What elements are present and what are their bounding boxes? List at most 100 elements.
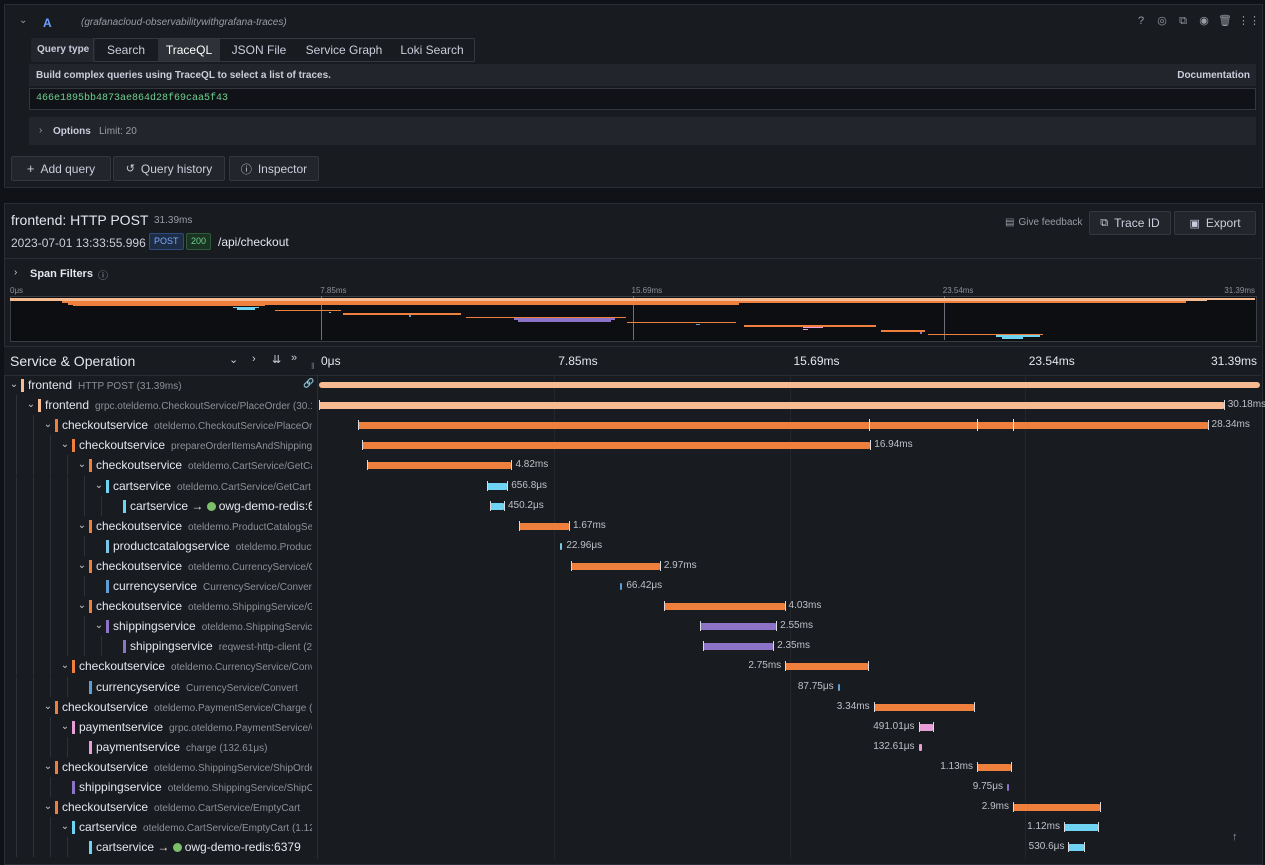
give-feedback-link[interactable]: ▤ Give feedback [1005, 217, 1082, 228]
expand-chevron-icon[interactable]: ⌄ [77, 519, 87, 531]
span-bar[interactable] [873, 703, 974, 711]
options-chevron-icon[interactable]: › [39, 125, 43, 136]
expand-chevron-icon[interactable]: ⌄ [94, 620, 104, 632]
span-row[interactable]: ⌄ checkoutservice oteldemo.ShippingService… [0, 596, 1265, 617]
span-bar[interactable] [918, 723, 934, 731]
span-filters-info-icon[interactable]: ⓘ [98, 271, 108, 282]
span-bar[interactable] [977, 763, 1011, 771]
expand-chevron-icon[interactable]: ⌄ [26, 399, 36, 411]
span-row[interactable]: productcatalogservice oteldemo.ProductCat… [0, 535, 1265, 556]
tab-loki-search[interactable]: Loki Search [400, 43, 464, 57]
expand-chevron-icon[interactable]: ⌄ [43, 700, 53, 712]
span-row[interactable]: cartservice → owg-demo-redis:6379 530.6μs [0, 837, 1265, 858]
documentation-link[interactable]: Documentation [1177, 70, 1250, 81]
tab-service-graph[interactable]: Service Graph [305, 43, 383, 57]
duplicate-icon[interactable]: ⧉ [1179, 15, 1187, 27]
span-bar[interactable] [1012, 804, 1100, 812]
span-row[interactable]: ⌄ checkoutservice prepareOrderItemsAndShip… [0, 435, 1265, 456]
span-bar[interactable] [785, 663, 868, 671]
span-bar[interactable] [699, 623, 777, 631]
span-name[interactable]: cartservice oteldemo.CartService/EmptyCar… [79, 817, 312, 837]
span-name[interactable]: shippingservice reqwest-http-client (2.35… [130, 636, 312, 656]
delete-icon[interactable]: 🗑 [1218, 15, 1232, 27]
tab-json-file[interactable]: JSON File [231, 43, 287, 57]
span-bar[interactable] [702, 643, 774, 651]
span-bar[interactable] [319, 402, 1224, 410]
span-name[interactable]: checkoutservice oteldemo.CurrencyService/… [96, 556, 312, 576]
span-row[interactable]: ⌄ frontend HTTP POST (31.39ms) 🔗 [0, 375, 1265, 395]
span-bar[interactable] [518, 522, 569, 530]
span-name[interactable]: paymentservice grpc.oteldemo.PaymentServi… [79, 717, 312, 737]
expand-chevron-icon[interactable]: ⌄ [43, 801, 53, 813]
span-row[interactable]: ⌄ cartservice oteldemo.CartService/EmptyCa… [0, 817, 1265, 838]
span-event-tick[interactable] [1012, 419, 1014, 432]
span-bar[interactable] [560, 542, 563, 550]
span-row[interactable]: ⌄ checkoutservice oteldemo.PaymentService/… [0, 696, 1265, 717]
span-name[interactable]: shippingservice oteldemo.ShippingService/… [113, 616, 312, 636]
span-name[interactable]: checkoutservice prepareOrderItemsAndShipp… [79, 435, 312, 455]
span-row[interactable]: currencyservice CurrencyService/Convert 87… [0, 676, 1265, 697]
expand-chevron-icon[interactable]: ⌄ [60, 720, 70, 732]
traceql-query-input[interactable]: 466e1895bb4873ae864d28f69caa5f43 [29, 88, 1256, 110]
span-name[interactable]: frontend HTTP POST (31.39ms) [28, 375, 312, 395]
span-row[interactable]: shippingservice reqwest-http-client (2.35… [0, 636, 1265, 657]
query-letter[interactable]: A [43, 16, 52, 30]
span-row[interactable]: ⌄ shippingservice oteldemo.ShippingService… [0, 616, 1265, 637]
span-name[interactable]: checkoutservice oteldemo.ShippingService/… [96, 596, 312, 616]
expand-chevron-icon[interactable]: ⌄ [94, 479, 104, 491]
span-row[interactable]: ⌄ paymentservice grpc.oteldemo.PaymentServ… [0, 716, 1265, 737]
span-bar[interactable] [620, 583, 623, 590]
span-row[interactable]: shippingservice oteldemo.ShippingService/… [0, 777, 1265, 797]
span-name[interactable]: checkoutservice oteldemo.ShippingService/… [62, 757, 312, 777]
span-row[interactable]: ⌄ frontend grpc.oteldemo.CheckoutService/P… [0, 395, 1265, 416]
expand-chevron-icon[interactable]: ⌄ [43, 760, 53, 772]
span-name[interactable]: checkoutservice oteldemo.CheckoutService/… [62, 415, 312, 435]
expand-chevron-icon[interactable]: ⌄ [77, 600, 87, 612]
expand-all-icon[interactable]: » [291, 352, 298, 364]
link-icon[interactable]: 🔗 [303, 378, 315, 388]
collapse-query-chevron-icon[interactable]: ⌄ [19, 15, 28, 26]
expand-chevron-icon[interactable]: ⌄ [77, 559, 87, 571]
span-name[interactable]: cartservice → owg-demo-redis:6379 [130, 496, 312, 516]
collapse-all-icon[interactable]: ⇊ [272, 354, 282, 366]
span-name[interactable]: checkoutservice oteldemo.PaymentService/C… [62, 697, 312, 717]
span-bar[interactable] [1063, 824, 1098, 832]
help-icon[interactable]: ? [1137, 15, 1145, 27]
span-row[interactable]: ⌄ checkoutservice oteldemo.CartService/Emp… [0, 797, 1265, 818]
tab-traceql[interactable]: TraceQL [158, 39, 220, 61]
drag-handle-icon[interactable]: ⋮⋮ [1238, 15, 1260, 27]
span-name[interactable]: currencyservice CurrencyService/Convert [96, 677, 312, 697]
explain-icon[interactable]: ◎ [1157, 15, 1167, 27]
span-row[interactable]: ⌄ checkoutservice oteldemo.CurrencyService… [0, 555, 1265, 576]
span-name[interactable]: checkoutservice oteldemo.CurrencyService/… [79, 656, 312, 676]
span-name[interactable]: paymentservice charge (132.61μs) [96, 737, 312, 757]
span-bar[interactable] [357, 422, 1208, 430]
inspector-button[interactable]: ⓘ Inspector [229, 156, 319, 181]
expand-chevron-icon[interactable]: ⌄ [60, 439, 70, 451]
expand-chevron-icon[interactable]: ⌄ [60, 821, 70, 833]
span-row[interactable]: cartservice → owg-demo-redis:6379 450.2μs [0, 495, 1265, 516]
span-row[interactable]: ⌄ checkoutservice oteldemo.ShippingService… [0, 756, 1265, 777]
trace-minimap[interactable]: 0μs 7.85ms 15.69ms 23.54ms 31.39ms [10, 286, 1257, 342]
span-filters-row[interactable]: › Span Filters ⓘ [5, 258, 1262, 287]
span-name[interactable]: shippingservice oteldemo.ShippingService/… [79, 777, 312, 797]
trace-id-button[interactable]: ⧉ Trace ID [1089, 211, 1171, 235]
span-row[interactable]: ⌄ checkoutservice oteldemo.ProductCatalogS… [0, 515, 1265, 536]
scroll-to-top-icon[interactable]: ↑ [1232, 831, 1238, 843]
span-bar[interactable] [837, 683, 841, 691]
expand-chevron-icon[interactable]: ⌄ [60, 660, 70, 672]
span-name[interactable]: productcatalogservice oteldemo.ProductCat… [113, 536, 312, 556]
span-name[interactable]: frontend grpc.oteldemo.CheckoutService/Pl… [45, 395, 312, 415]
span-bar[interactable] [1006, 784, 1009, 791]
export-button[interactable]: ▣ Export [1174, 211, 1256, 235]
options-row[interactable]: › Options Limit: 20 [29, 117, 1256, 145]
tab-search[interactable]: Search [106, 43, 146, 57]
span-name[interactable]: checkoutservice oteldemo.ProductCatalogSe… [96, 516, 312, 536]
span-event-tick[interactable] [977, 419, 978, 432]
span-filters-chevron-icon[interactable]: › [14, 267, 18, 278]
add-query-button[interactable]: + Add query [11, 156, 111, 181]
span-bar[interactable] [490, 502, 504, 510]
span-bar[interactable] [1068, 844, 1085, 852]
span-row[interactable]: ⌄ cartservice oteldemo.CartService/GetCart… [0, 475, 1265, 496]
collapse-one-icon[interactable]: ⌄ [229, 354, 239, 366]
